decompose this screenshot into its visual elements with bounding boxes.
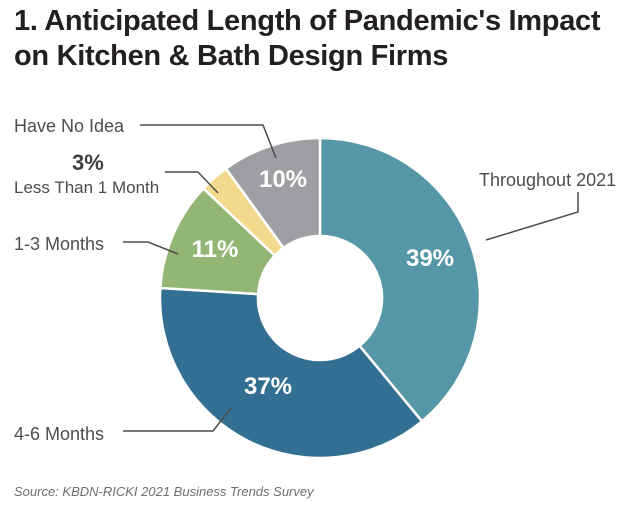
category-label-have-no-idea: Have No Idea xyxy=(14,116,125,136)
leader-line-throughout-2021 xyxy=(485,192,579,241)
value-label-4-6-months: 37% xyxy=(244,373,292,400)
chart-title: 1. Anticipated Length of Pandemic's Impa… xyxy=(14,5,601,72)
slices-group xyxy=(158,136,482,460)
source-note: Source: KBDN-RICKI 2021 Business Trends … xyxy=(14,484,314,499)
labels-group: Throughout 2021 39% 4-6 Months 37% 1-3 Month… xyxy=(14,116,616,444)
category-label-less-than-1-month: Less Than 1 Month xyxy=(14,178,159,197)
value-label-1-3-months: 11% xyxy=(192,236,239,263)
category-label-throughout-2021: Throughout 2021 xyxy=(479,170,616,190)
value-label-have-no-idea: 10% xyxy=(259,166,307,193)
slice-have-no-idea xyxy=(224,136,322,250)
leader-line-less-than-1-month xyxy=(165,171,219,194)
leader-line-4-6-months xyxy=(123,407,232,432)
category-label-4-6-months: 4-6 Months xyxy=(14,424,104,444)
leader-line-have-no-idea xyxy=(140,124,277,159)
leader-lines-group xyxy=(123,124,579,432)
slice-throughout-2021 xyxy=(318,136,482,424)
leader-line-1-3-months xyxy=(123,241,179,255)
value-label-less-than-1-month: 3% xyxy=(72,150,104,175)
category-label-1-3-months: 1-3 Months xyxy=(14,234,104,254)
value-label-throughout-2021: 39% xyxy=(406,245,454,272)
